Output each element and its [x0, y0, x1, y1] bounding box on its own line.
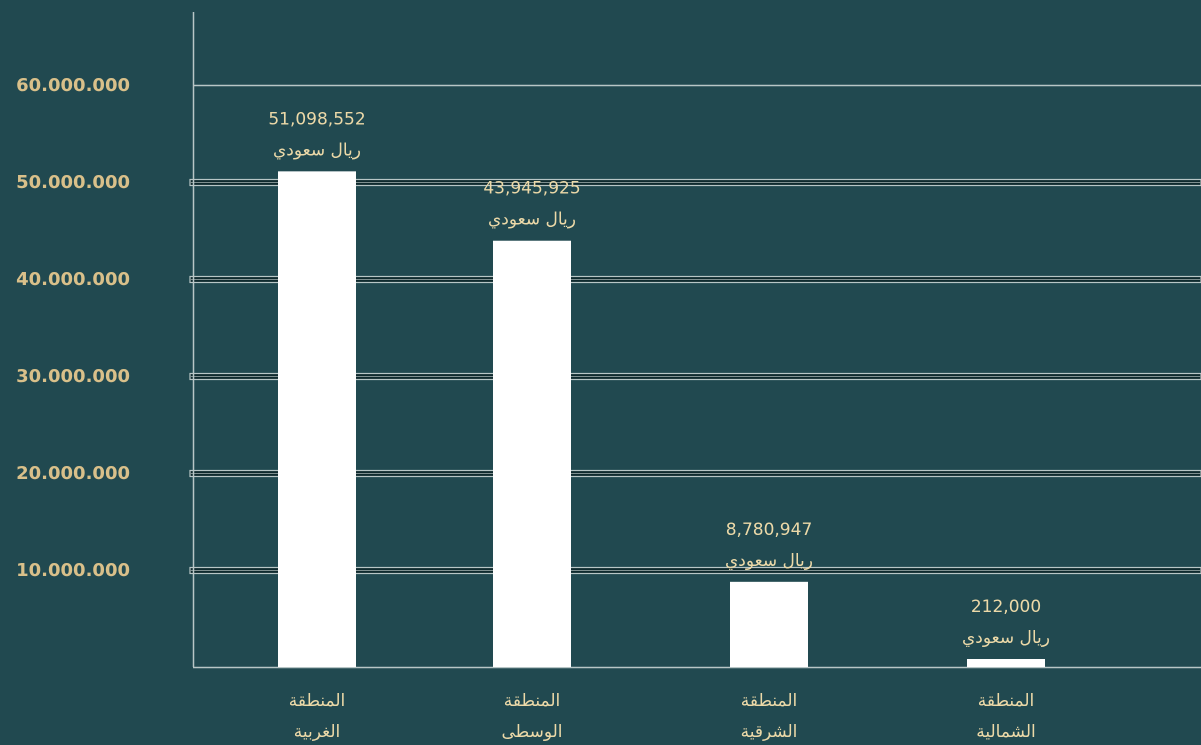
bar	[278, 171, 356, 667]
category-label: الغربية	[294, 722, 340, 742]
value-label: 51,098,552	[268, 109, 365, 129]
category-label: المنطقة	[289, 691, 346, 711]
gridline	[189, 372, 1201, 381]
y-tick-label: 60.000.000	[16, 75, 130, 96]
y-tick-labels: 10.000.000 20.000.000 30.000.000 40.000.000…	[16, 75, 130, 581]
bars	[278, 171, 1045, 667]
category-labels: المنطقة الغربية المنطقة الوسطى المنطقة الشرقي…	[289, 691, 1036, 742]
category-label: الشمالية	[976, 722, 1036, 742]
value-label: 43,945,925	[483, 179, 580, 199]
value-label: 212,000	[971, 597, 1041, 617]
gridline	[189, 469, 1201, 478]
axes	[192, 12, 1201, 669]
category-label: المنطقة	[978, 691, 1035, 711]
bar	[493, 240, 571, 667]
gridline	[189, 178, 1201, 187]
y-tick-label: 20.000.000	[16, 463, 130, 484]
bar	[730, 581, 808, 667]
category-label: المنطقة	[741, 691, 798, 711]
y-tick-label: 50.000.000	[16, 172, 130, 193]
category-label: الشرقية	[741, 722, 798, 742]
value-label: 8,780,947	[726, 520, 813, 540]
unit-label: ريال سعودي	[273, 140, 361, 160]
value-labels: 51,098,552 ريال سعودي 43,945,925 ريال سعودي…	[268, 109, 1050, 648]
y-tick-label: 30.000.000	[16, 366, 130, 387]
category-label: المنطقة	[504, 691, 561, 711]
unit-label: ريال سعودي	[725, 551, 813, 571]
bar	[967, 659, 1045, 667]
gridlines	[189, 84, 1201, 575]
unit-label: ريال سعودي	[962, 628, 1050, 648]
gridline	[189, 275, 1201, 284]
y-tick-label: 40.000.000	[16, 269, 130, 290]
y-tick-label: 10.000.000	[16, 560, 130, 581]
category-label: الوسطى	[501, 722, 562, 742]
gridline	[189, 566, 1201, 575]
unit-label: ريال سعودي	[488, 210, 576, 230]
